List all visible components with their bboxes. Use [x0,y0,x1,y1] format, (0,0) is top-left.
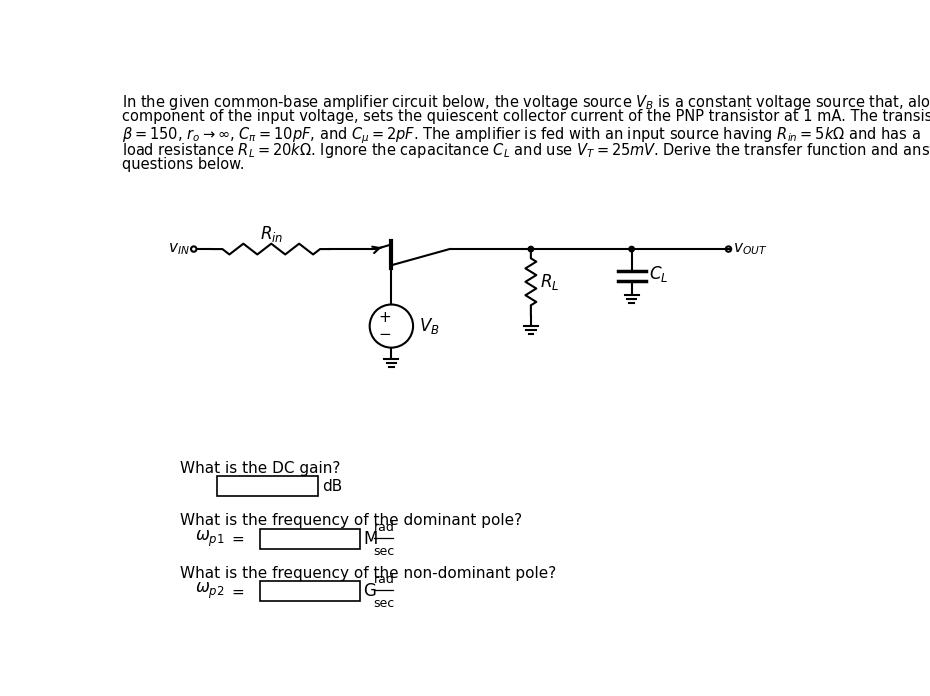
Text: rad: rad [374,574,394,586]
Text: $=$: $=$ [229,583,245,599]
Text: M: M [364,530,378,548]
Text: $R_{in}$: $R_{in}$ [259,223,283,244]
Text: −: − [378,327,391,342]
Text: What is the frequency of the non-dominant pole?: What is the frequency of the non-dominan… [179,566,556,580]
Text: $V_B$: $V_B$ [419,316,440,336]
Text: sec: sec [374,597,395,610]
Circle shape [629,246,634,252]
Text: $v_{IN}$: $v_{IN}$ [168,242,190,257]
Text: questions below.: questions below. [123,157,245,173]
Text: G: G [364,582,377,600]
Text: What is the frequency of the dominant pole?: What is the frequency of the dominant po… [179,513,522,528]
Text: component of the input voltage, sets the quiescent collector current of the PNP : component of the input voltage, sets the… [123,109,930,124]
Text: $\omega_{p1}$: $\omega_{p1}$ [195,528,225,548]
Text: $\omega_{p2}$: $\omega_{p2}$ [195,581,225,601]
Text: $C_L$: $C_L$ [648,264,668,285]
Text: What is the DC gain?: What is the DC gain? [179,461,340,476]
Text: $v_{OUT}$: $v_{OUT}$ [733,242,767,257]
Text: rad: rad [374,521,394,534]
Circle shape [528,246,534,252]
Text: dB: dB [322,479,342,493]
FancyBboxPatch shape [259,528,360,548]
Text: +: + [378,310,391,325]
FancyBboxPatch shape [259,581,360,601]
FancyBboxPatch shape [217,476,318,496]
Text: $R_L$: $R_L$ [540,272,560,292]
Text: sec: sec [374,545,395,557]
Text: In the given common-base amplifier circuit below, the voltage source $V_B$ is a : In the given common-base amplifier circu… [123,93,930,112]
Text: $=$: $=$ [229,531,245,546]
Text: $\beta = 150$, $r_o \rightarrow \infty$, $C_{\pi} = 10pF$, and $C_{\mu} = 2pF$. : $\beta = 150$, $r_o \rightarrow \infty$,… [123,125,921,145]
Text: load resistance $R_L = 20k\Omega$. Ignore the capacitance $C_L$ and use $V_T = 2: load resistance $R_L = 20k\Omega$. Ignor… [123,141,930,160]
